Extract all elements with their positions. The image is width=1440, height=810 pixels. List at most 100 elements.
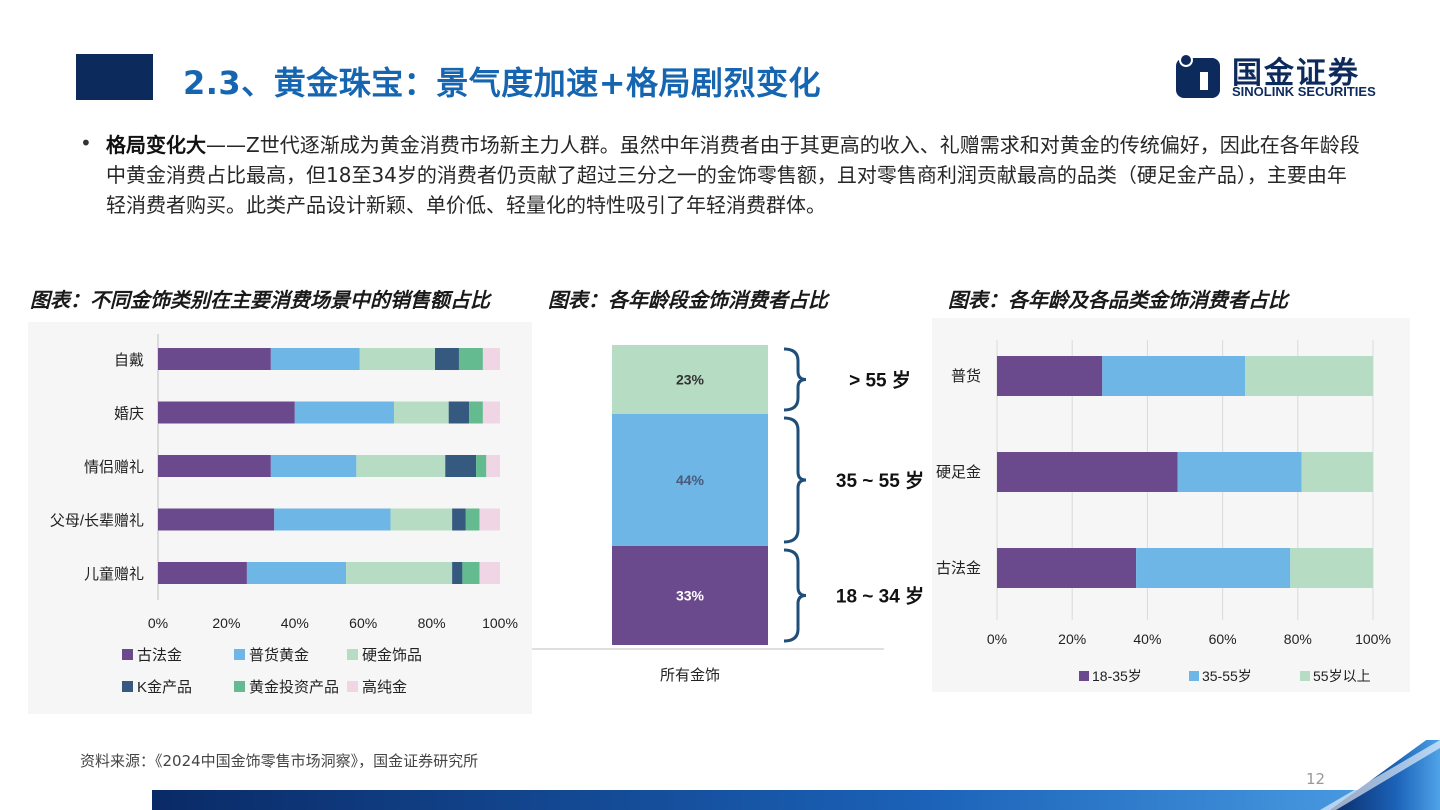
chart3-x-tick-label: 100%	[1355, 631, 1391, 647]
chart3-legend-label: 18-35岁	[1092, 668, 1142, 684]
chart1-legend-label: 黄金投资产品	[249, 679, 339, 696]
chart1-bar-segment	[158, 455, 271, 477]
chart1-bar-segment	[246, 562, 347, 584]
company-logo: 国金证券 SINOLINK SECURITIES	[1168, 46, 1408, 106]
body-paragraph: 格局变化大——Z世代逐渐成为黄金消费市场新主力人群。虽然中年消费者由于其更高的收…	[106, 130, 1366, 220]
chart2-data-label: 23%	[676, 372, 705, 388]
body-bold-lead: 格局变化大	[106, 133, 206, 157]
chart1-bar-segment	[158, 508, 275, 531]
chart3-bar-segment	[997, 452, 1178, 492]
chart1-legend-label: 普货黄金	[249, 647, 309, 664]
chart1-bar-segment	[294, 401, 394, 424]
chart1-bar-segment	[476, 455, 487, 477]
chart1-bar-segment	[479, 562, 500, 584]
chart1-bar-segment	[482, 401, 500, 424]
chart1-bar-segment	[452, 508, 466, 531]
chart3-bar-segment	[1136, 548, 1291, 588]
chart3-x-tick-label: 40%	[1133, 631, 1161, 647]
chart1-bar-segment	[458, 348, 483, 370]
chart1-bar-segment	[452, 562, 463, 584]
chart1-legend-label: K金产品	[137, 679, 192, 696]
chart1-legend-label: 古法金	[137, 647, 182, 664]
chart3-bar-segment	[1245, 356, 1373, 396]
chart1-bar-segment	[356, 455, 446, 477]
chart1-category-label: 儿童赠礼	[84, 565, 144, 583]
chart1-bar-segment	[445, 455, 477, 477]
chart1-legend-swatch	[122, 681, 133, 692]
chart1-legend-swatch	[234, 649, 245, 660]
chart1-category-label: 父母/长辈赠礼	[50, 513, 144, 530]
bullet-icon: •	[80, 131, 92, 155]
chart1-category-label: 自戴	[114, 352, 144, 369]
chart2-bar-segment	[612, 414, 768, 546]
logo-chinese-name: 国金证券	[1232, 56, 1360, 91]
chart2-age-group-label: 18 ~ 34 岁	[836, 585, 924, 608]
body-text: ——Z世代逐渐成为黄金消费市场新主力人群。虽然中年消费者由于其更高的收入、礼赠需…	[106, 133, 1360, 217]
chart1-bar-segment	[486, 455, 500, 477]
chart1-x-tick-label: 80%	[418, 615, 446, 631]
chart1-legend-label: 硬金饰品	[362, 647, 422, 664]
chart2-data-label: 44%	[676, 472, 705, 488]
chart3-caption: 图表：各年龄及各品类金饰消费者占比	[948, 288, 1288, 312]
chart1-category-label: 情侣赠礼	[84, 459, 144, 476]
chart1-bar-segment	[270, 348, 360, 370]
footer-band	[152, 740, 1440, 810]
page-number: 12	[1306, 770, 1326, 788]
page-title: 2.3、黄金珠宝：景气度加速+格局剧烈变化	[183, 64, 822, 102]
chart1-bar-segment	[158, 562, 247, 584]
chart1-bar-segment	[270, 455, 357, 477]
title-accent-block	[76, 54, 153, 100]
chart3-bar-segment	[997, 548, 1137, 588]
chart3-legend-swatch	[1189, 671, 1199, 681]
chart1-bar-segment	[448, 401, 470, 424]
source-note: 资料来源：《2024中国金饰零售市场洞察》，国金证券研究所	[80, 752, 479, 770]
chart1-bar-segment	[359, 348, 436, 370]
chart3-category-label: 古法金	[936, 560, 981, 577]
chart2-brace	[783, 416, 807, 544]
chart1-legend-label: 高纯金	[362, 679, 407, 696]
chart2-age-group-label: > 55 岁	[849, 369, 911, 392]
chart2-caption: 图表：各年龄段金饰消费者占比	[548, 288, 828, 312]
chart1-bar-segment	[482, 348, 500, 370]
chart1-bar-segment	[158, 401, 295, 424]
chart1-bar-segment	[346, 562, 453, 584]
chart3-bar-segment	[997, 356, 1103, 396]
chart1-x-tick-label: 40%	[281, 615, 309, 631]
chart3-bar-segment	[1177, 452, 1302, 492]
chart1-x-tick-label: 60%	[349, 615, 377, 631]
chart3-x-tick-label: 20%	[1058, 631, 1086, 647]
chart3-x-tick-label: 60%	[1209, 631, 1237, 647]
chart1-bar-segment	[479, 508, 500, 531]
chart1-bar-segment	[465, 508, 480, 531]
chart3-x-tick-label: 0%	[987, 631, 1007, 647]
chart1-bar-segment	[158, 348, 271, 370]
logo-english-name: SINOLINK SECURITIES	[1232, 84, 1376, 99]
chart1-legend-swatch	[122, 649, 133, 660]
chart2-age-group-label: 35 ~ 55 岁	[836, 469, 924, 492]
chart3-bar-segment	[1301, 452, 1373, 492]
chart3-legend-swatch	[1300, 671, 1310, 681]
chart1-bar-segment	[274, 508, 391, 531]
chart2-bar-segment	[612, 546, 768, 645]
chart1-category-label: 婚庆	[114, 406, 144, 423]
chart1-x-tick-label: 20%	[212, 615, 240, 631]
chart1-legend-swatch	[234, 681, 245, 692]
chart3-category-label: 硬足金	[936, 464, 981, 481]
chart2-brace	[783, 347, 807, 412]
chart1-bar-segment	[462, 562, 480, 584]
chart2-category-label: 所有金饰	[660, 667, 720, 684]
chart3-legend-label: 35-55岁	[1202, 668, 1252, 684]
chart2-bar-segment	[612, 345, 768, 414]
sinolink-logo-icon	[1176, 53, 1220, 98]
chart1-caption: 图表：不同金饰类别在主要消费场景中的销售额占比	[30, 288, 490, 312]
chart1-legend-swatch	[347, 649, 358, 660]
chart1-bar-segment	[435, 348, 459, 370]
chart1-x-tick-label: 100%	[482, 615, 518, 631]
chart1-legend-swatch	[347, 681, 358, 692]
chart2-brace	[783, 548, 807, 643]
chart1-bar-segment	[390, 508, 453, 531]
chart2-data-label: 33%	[676, 588, 705, 604]
chart1-bar-segment	[393, 401, 449, 424]
chart3-bar-segment	[1102, 356, 1246, 396]
